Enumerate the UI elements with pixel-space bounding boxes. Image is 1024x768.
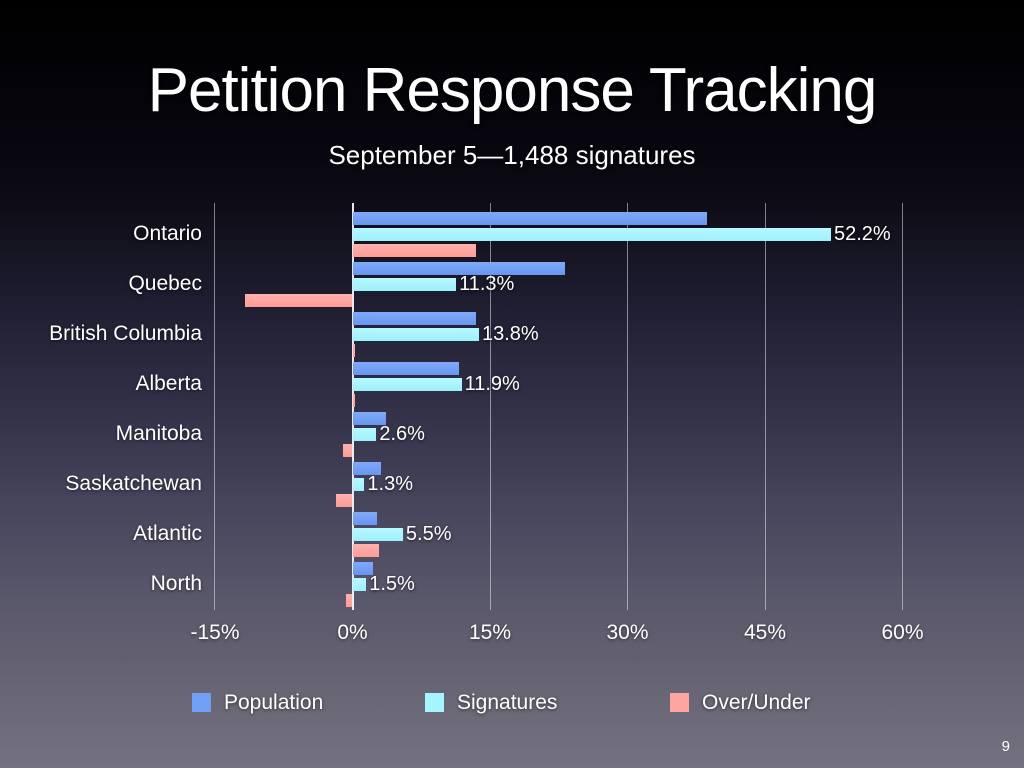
slide-title: Petition Response Tracking bbox=[147, 56, 878, 125]
bar-over-under-alberta bbox=[352, 394, 356, 407]
value-label-ontario: 52.2% bbox=[834, 223, 891, 245]
category-label-quebec: Quebec bbox=[128, 272, 202, 295]
category-label-north: North bbox=[150, 572, 202, 595]
bar-signatures-saskatchewan bbox=[352, 478, 365, 491]
axis-tick-label-15: 15% bbox=[468, 621, 512, 644]
bar-population-british-columbia bbox=[352, 312, 477, 325]
legend-swatch-population bbox=[192, 693, 211, 712]
category-label-saskatchewan: Saskatchewan bbox=[65, 472, 202, 495]
axis-tick-label-15: -15% bbox=[190, 621, 240, 644]
category-label-alberta: Alberta bbox=[135, 372, 202, 395]
bar-population-quebec bbox=[352, 262, 566, 275]
category-label-manitoba: Manitoba bbox=[115, 422, 202, 445]
value-label-alberta: 11.9% bbox=[464, 373, 520, 395]
gridline-45 bbox=[764, 203, 766, 610]
gridline-30 bbox=[627, 203, 628, 610]
legend-swatch-signatures bbox=[425, 693, 444, 712]
slide-subtitle: September 5—1,488 signatures bbox=[328, 140, 696, 170]
legend-label-population: Population bbox=[224, 691, 324, 714]
gridline-15 bbox=[489, 203, 491, 610]
legend-label-signatures: Signatures bbox=[457, 691, 558, 714]
bar-over-under-north bbox=[346, 594, 353, 607]
value-label-atlantic: 5.5% bbox=[405, 523, 452, 545]
bar-population-saskatchewan bbox=[352, 462, 381, 475]
bar-population-north bbox=[352, 562, 373, 575]
bar-over-under-manitoba bbox=[343, 444, 353, 457]
bar-population-manitoba bbox=[352, 412, 386, 425]
legend-swatch-over-under bbox=[670, 693, 689, 712]
bar-signatures-quebec bbox=[352, 278, 457, 291]
bar-signatures-north bbox=[352, 578, 367, 591]
bar-signatures-alberta bbox=[352, 378, 462, 391]
bar-over-under-quebec bbox=[245, 294, 353, 307]
axis-tick-label-0: 0% bbox=[337, 621, 368, 644]
value-label-quebec: 11.3% bbox=[459, 273, 515, 295]
bar-population-atlantic bbox=[352, 512, 378, 525]
gridline--15 bbox=[214, 203, 216, 610]
axis-tick-label-60: 60% bbox=[881, 621, 924, 644]
category-label-ontario: Ontario bbox=[133, 222, 202, 245]
value-label-manitoba: 2.6% bbox=[379, 423, 425, 445]
bar-over-under-british-columbia bbox=[352, 344, 356, 357]
bar-over-under-atlantic bbox=[352, 544, 380, 557]
bar-population-ontario bbox=[352, 212, 708, 225]
bar-signatures-ontario bbox=[352, 228, 831, 241]
category-label-atlantic: Atlantic bbox=[133, 522, 202, 545]
legend-label-over-under: Over/Under bbox=[702, 691, 811, 714]
value-label-north: 1.5% bbox=[369, 573, 415, 595]
bar-signatures-manitoba bbox=[352, 428, 377, 441]
bar-over-under-ontario bbox=[352, 244, 477, 257]
category-label-british-columbia: British Columbia bbox=[49, 322, 202, 345]
bar-signatures-atlantic bbox=[352, 528, 403, 541]
gridline-60 bbox=[902, 203, 903, 610]
bar-signatures-british-columbia bbox=[352, 328, 479, 341]
axis-tick-label-45: 45% bbox=[743, 621, 787, 644]
value-label-british-columbia: 13.8% bbox=[482, 323, 539, 345]
bar-population-alberta bbox=[352, 362, 459, 375]
bar-over-under-saskatchewan bbox=[335, 494, 353, 507]
page-number: 9 bbox=[1001, 738, 1010, 755]
chart-legend: Population Signatures Over/Under bbox=[0, 691, 1024, 715]
value-label-saskatchewan: 1.3% bbox=[367, 473, 413, 495]
axis-tick-label-30: 30% bbox=[606, 621, 649, 644]
